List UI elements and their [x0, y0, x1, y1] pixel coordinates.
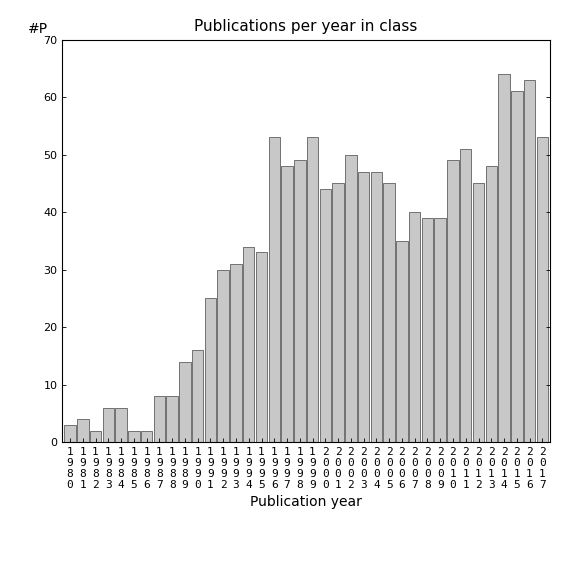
Bar: [358, 172, 369, 442]
Bar: [281, 166, 293, 442]
Text: #P: #P: [28, 22, 48, 36]
Bar: [371, 172, 382, 442]
Bar: [115, 408, 127, 442]
Bar: [77, 419, 88, 442]
Bar: [307, 137, 318, 442]
Bar: [218, 270, 229, 442]
Bar: [64, 425, 76, 442]
Bar: [166, 396, 178, 442]
Bar: [103, 408, 114, 442]
Bar: [294, 160, 306, 442]
Bar: [473, 184, 484, 442]
Bar: [345, 155, 357, 442]
Bar: [460, 149, 472, 442]
Bar: [243, 247, 255, 442]
Bar: [383, 184, 395, 442]
Bar: [511, 91, 523, 442]
Bar: [205, 298, 216, 442]
Bar: [536, 137, 548, 442]
Bar: [396, 241, 408, 442]
Bar: [269, 137, 280, 442]
Bar: [422, 218, 433, 442]
Bar: [409, 212, 420, 442]
X-axis label: Publication year: Publication year: [250, 495, 362, 509]
Bar: [447, 160, 459, 442]
Title: Publications per year in class: Publications per year in class: [194, 19, 418, 35]
Bar: [230, 264, 242, 442]
Bar: [128, 431, 139, 442]
Bar: [498, 74, 510, 442]
Bar: [524, 80, 535, 442]
Bar: [154, 396, 165, 442]
Bar: [179, 362, 191, 442]
Bar: [485, 166, 497, 442]
Bar: [434, 218, 446, 442]
Bar: [256, 252, 267, 442]
Bar: [332, 184, 344, 442]
Bar: [320, 189, 331, 442]
Bar: [141, 431, 153, 442]
Bar: [90, 431, 101, 442]
Bar: [192, 350, 204, 442]
